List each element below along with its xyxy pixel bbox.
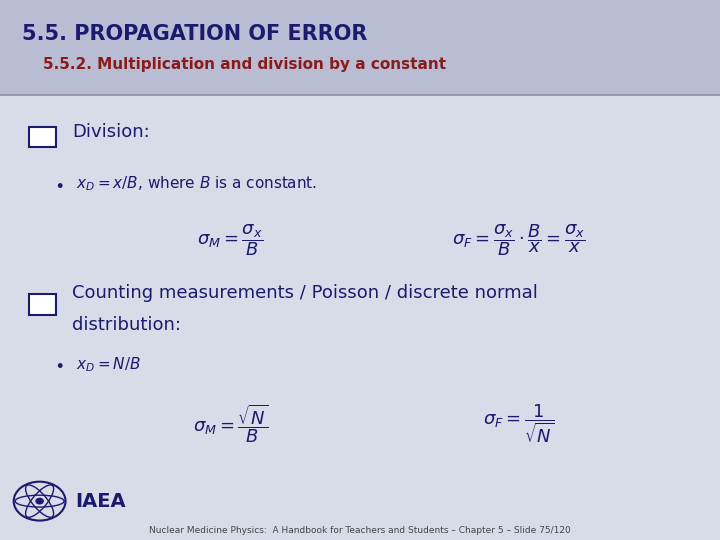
- Text: $\bullet$: $\bullet$: [54, 355, 63, 374]
- Text: IAEA: IAEA: [76, 491, 126, 511]
- Text: distribution:: distribution:: [72, 316, 181, 334]
- Text: $\sigma_M = \dfrac{\sqrt{N}}{B}$: $\sigma_M = \dfrac{\sqrt{N}}{B}$: [193, 402, 268, 446]
- Text: $\bullet$: $\bullet$: [54, 174, 63, 193]
- Text: $\sigma_M = \dfrac{\sigma_x}{B}$: $\sigma_M = \dfrac{\sigma_x}{B}$: [197, 222, 264, 258]
- Text: 5.5. PROPAGATION OF ERROR: 5.5. PROPAGATION OF ERROR: [22, 24, 367, 44]
- FancyBboxPatch shape: [29, 294, 56, 315]
- Text: Division:: Division:: [72, 123, 150, 141]
- Text: $x_D = x/B$, where $B$ is a constant.: $x_D = x/B$, where $B$ is a constant.: [76, 174, 317, 193]
- FancyBboxPatch shape: [29, 127, 56, 147]
- Text: $\sigma_F = \dfrac{\sigma_x}{B} \cdot \dfrac{B}{x} = \dfrac{\sigma_x}{x}$: $\sigma_F = \dfrac{\sigma_x}{B} \cdot \d…: [451, 222, 585, 258]
- Text: 5.5.2. Multiplication and division by a constant: 5.5.2. Multiplication and division by a …: [43, 57, 446, 72]
- Text: Nuclear Medicine Physics:  A Handbook for Teachers and Students – Chapter 5 – Sl: Nuclear Medicine Physics: A Handbook for…: [149, 526, 571, 535]
- Text: Counting measurements / Poisson / discrete normal: Counting measurements / Poisson / discre…: [72, 284, 538, 302]
- FancyBboxPatch shape: [0, 0, 720, 94]
- Circle shape: [36, 498, 43, 504]
- Text: $\sigma_F = \dfrac{1}{\sqrt{N}}$: $\sigma_F = \dfrac{1}{\sqrt{N}}$: [482, 402, 554, 446]
- Text: $x_D = N/B$: $x_D = N/B$: [76, 355, 140, 374]
